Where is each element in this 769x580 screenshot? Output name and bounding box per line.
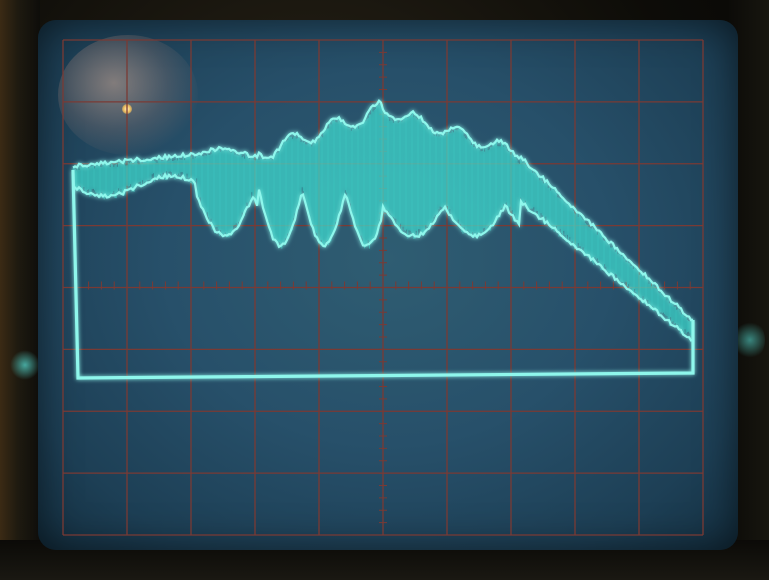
baseline-trace — [71, 169, 695, 380]
signal-upper-edge — [72, 98, 694, 322]
bezel-left — [0, 0, 40, 580]
trace-reflection-right — [735, 320, 765, 360]
signal-lower-edge — [72, 172, 694, 342]
signal-trace — [71, 98, 695, 380]
oscilloscope-screen — [38, 20, 738, 550]
trace-reflection-left — [10, 350, 40, 380]
screen-glare — [58, 35, 198, 155]
scope-display — [62, 39, 704, 536]
